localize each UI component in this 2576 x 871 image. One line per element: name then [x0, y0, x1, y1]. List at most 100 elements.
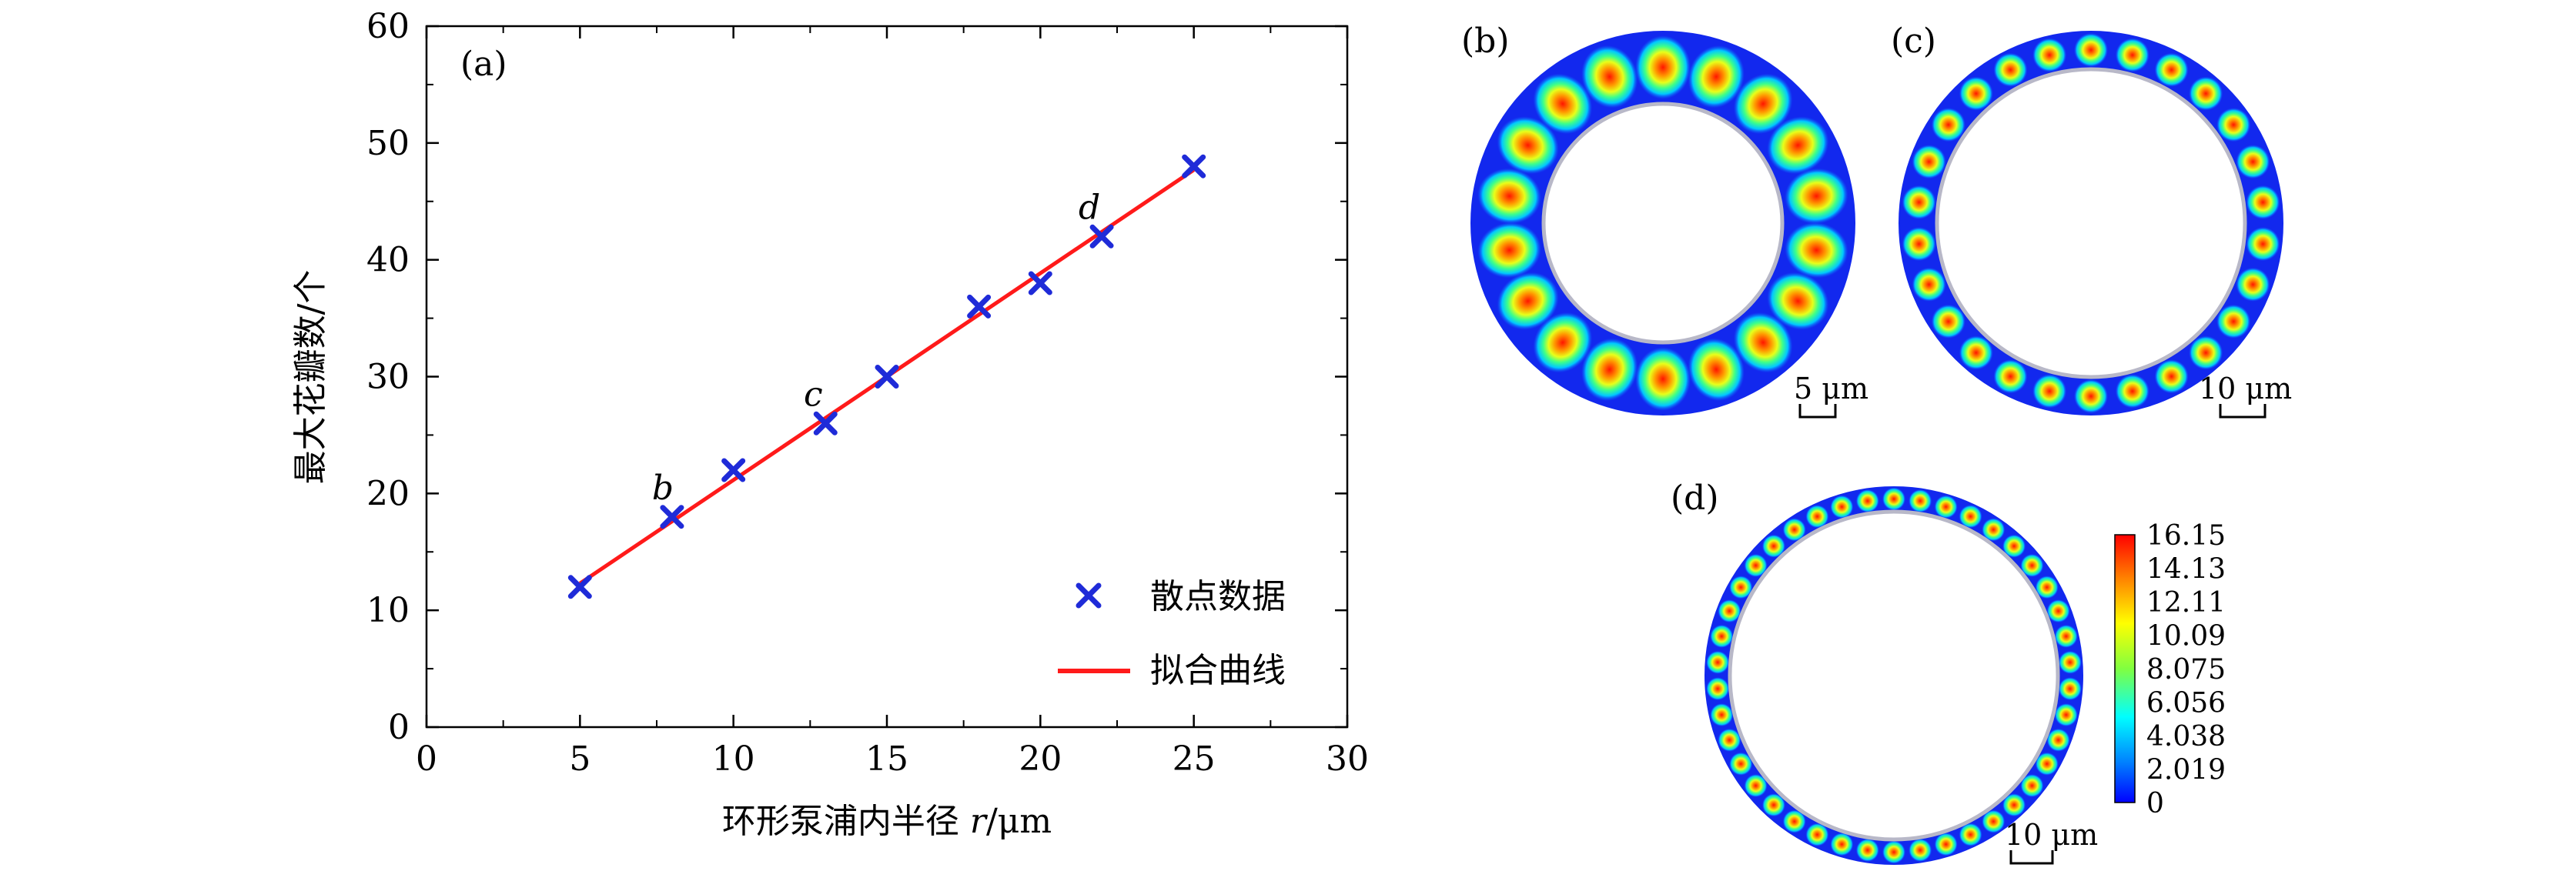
panel-d-label: (d): [1671, 479, 1719, 518]
scatter-point: [813, 411, 838, 436]
x-tick-label: 20: [1019, 739, 1062, 779]
ring-lobe: [2035, 752, 2059, 776]
scale-label-d: 10 μm: [2005, 818, 2098, 852]
ring-lobe: [1805, 505, 1829, 529]
ring-lobe: [1761, 534, 1785, 558]
point-annotation: c: [804, 375, 823, 414]
ring-lobe: [2216, 304, 2251, 339]
ring-lobe: [1830, 495, 1854, 519]
ring-lobe: [1909, 838, 1932, 862]
colorbar-tick-label: 10.09: [2146, 621, 2226, 652]
ring-lobe: [1706, 677, 1730, 701]
ring-lobe: [1912, 267, 1946, 302]
scale-bar-d: [2009, 850, 2054, 865]
ring-lobe: [1744, 553, 1768, 577]
ring-inner-hole: [1728, 509, 2060, 842]
ring-lobe: [1533, 73, 1593, 135]
panel-b-label: (b): [1461, 22, 1510, 61]
legend-fit-label: 拟合曲线: [1150, 651, 1286, 690]
ring-inner-hole: [1541, 102, 1785, 345]
x-axis-label: 环形泵浦内半径 r/μm: [722, 802, 1052, 841]
scatter-point: [660, 505, 684, 529]
ring-lobe: [2115, 374, 2149, 409]
panel-d: (d) 10 μm: [1671, 479, 2098, 865]
y-tick-label: 30: [366, 358, 410, 397]
ring-lobe: [2046, 599, 2070, 623]
ring-lobe: [1909, 489, 1932, 513]
ring-lobe: [1982, 518, 2006, 542]
ring-lobe: [2035, 576, 2059, 599]
ring-lobe: [2074, 379, 2108, 413]
scatter-point: [967, 294, 992, 319]
scatter-point: [1182, 154, 1206, 179]
y-tick-label: 60: [366, 7, 410, 46]
ring-lobe: [1581, 45, 1638, 108]
y-tick-label: 40: [366, 241, 410, 280]
ring-lobe: [2032, 374, 2067, 409]
colorbar-tick-label: 6.056: [2146, 688, 2226, 719]
ring-lobe: [1934, 495, 1958, 519]
scatter-point: [567, 575, 592, 599]
legend-scatter-label: 散点数据: [1150, 577, 1286, 616]
ring-lobe: [2115, 38, 2149, 72]
ring-lobe: [1959, 335, 1993, 370]
ring-lobe: [1785, 222, 1848, 279]
ring-lobe: [1761, 793, 1785, 817]
ring-lobe: [1635, 35, 1691, 99]
ring-lobe: [2054, 624, 2078, 648]
ring-lobe: [1581, 338, 1638, 402]
x-tick-label: 0: [416, 739, 437, 779]
ring-lobe: [2246, 185, 2280, 219]
colorbar-ticks: 16.1514.1312.1110.098.0756.0564.0382.019…: [2146, 520, 2226, 819]
panel-a-label: (a): [460, 45, 507, 84]
scatter-point: [875, 365, 899, 389]
ring-lobe: [1729, 576, 1753, 599]
ring-lobe: [1718, 728, 1741, 752]
ring-lobe: [1733, 312, 1793, 373]
ring-lobe: [1855, 489, 1879, 513]
ring-lobe: [2074, 33, 2108, 67]
y-tick-label: 20: [366, 474, 410, 513]
y-tick-label: 10: [366, 591, 410, 630]
ring-lobe: [1706, 650, 1730, 674]
scatter-markers: [567, 154, 1206, 599]
ring-lobe: [2189, 76, 2223, 111]
colorbar-tick-label: 14.13: [2146, 554, 2226, 586]
ring-lobe: [1782, 809, 1806, 833]
ring-lobe: [1710, 624, 1734, 648]
ring-lobe: [1767, 272, 1829, 330]
ring-lobe: [1688, 338, 1745, 402]
scale-bar-c: [2219, 404, 2267, 419]
colorbar-gradient: [2114, 534, 2136, 803]
ring-lobe: [1934, 833, 1958, 856]
scale-label-b: 5 μm: [1794, 372, 1868, 405]
ring-lobe: [2058, 677, 2082, 701]
point-annotation: d: [1079, 189, 1100, 228]
ring-mode-c: [1899, 31, 2283, 415]
ring-lobe: [1805, 823, 1829, 846]
ring-mode-d: [1705, 486, 2083, 865]
ring-lobe: [1912, 145, 1946, 179]
ring-lobe: [1733, 73, 1793, 135]
y-axis-label: 最大花瓣数/个: [291, 270, 330, 485]
ring-lobe: [1477, 168, 1541, 225]
ring-lobe: [2002, 534, 2026, 558]
scale-bar-b: [1798, 404, 1837, 419]
ring-lobe: [2032, 38, 2067, 72]
ring-lobe: [1931, 108, 1965, 142]
colorbar-tick-label: 12.11: [2146, 587, 2226, 619]
colorbar-tick-label: 2.019: [2146, 755, 2226, 786]
ring-inner-hole: [1935, 67, 2247, 379]
ring-lobe: [1830, 833, 1854, 856]
y-tick-label: 50: [366, 124, 410, 163]
ring-lobe: [1688, 45, 1745, 108]
ring-lobe: [1497, 116, 1559, 175]
colorbar-tick-label: 0: [2146, 788, 2164, 819]
ring-lobe: [2246, 227, 2280, 262]
y-axis-ticks: 0 10 20 30 40 50 60: [366, 7, 1347, 747]
ring-lobe: [1635, 347, 1691, 411]
ring-lobe: [2236, 145, 2270, 179]
ring-lobe: [1882, 840, 1905, 864]
colorbar-tick-label: 4.038: [2146, 721, 2226, 753]
